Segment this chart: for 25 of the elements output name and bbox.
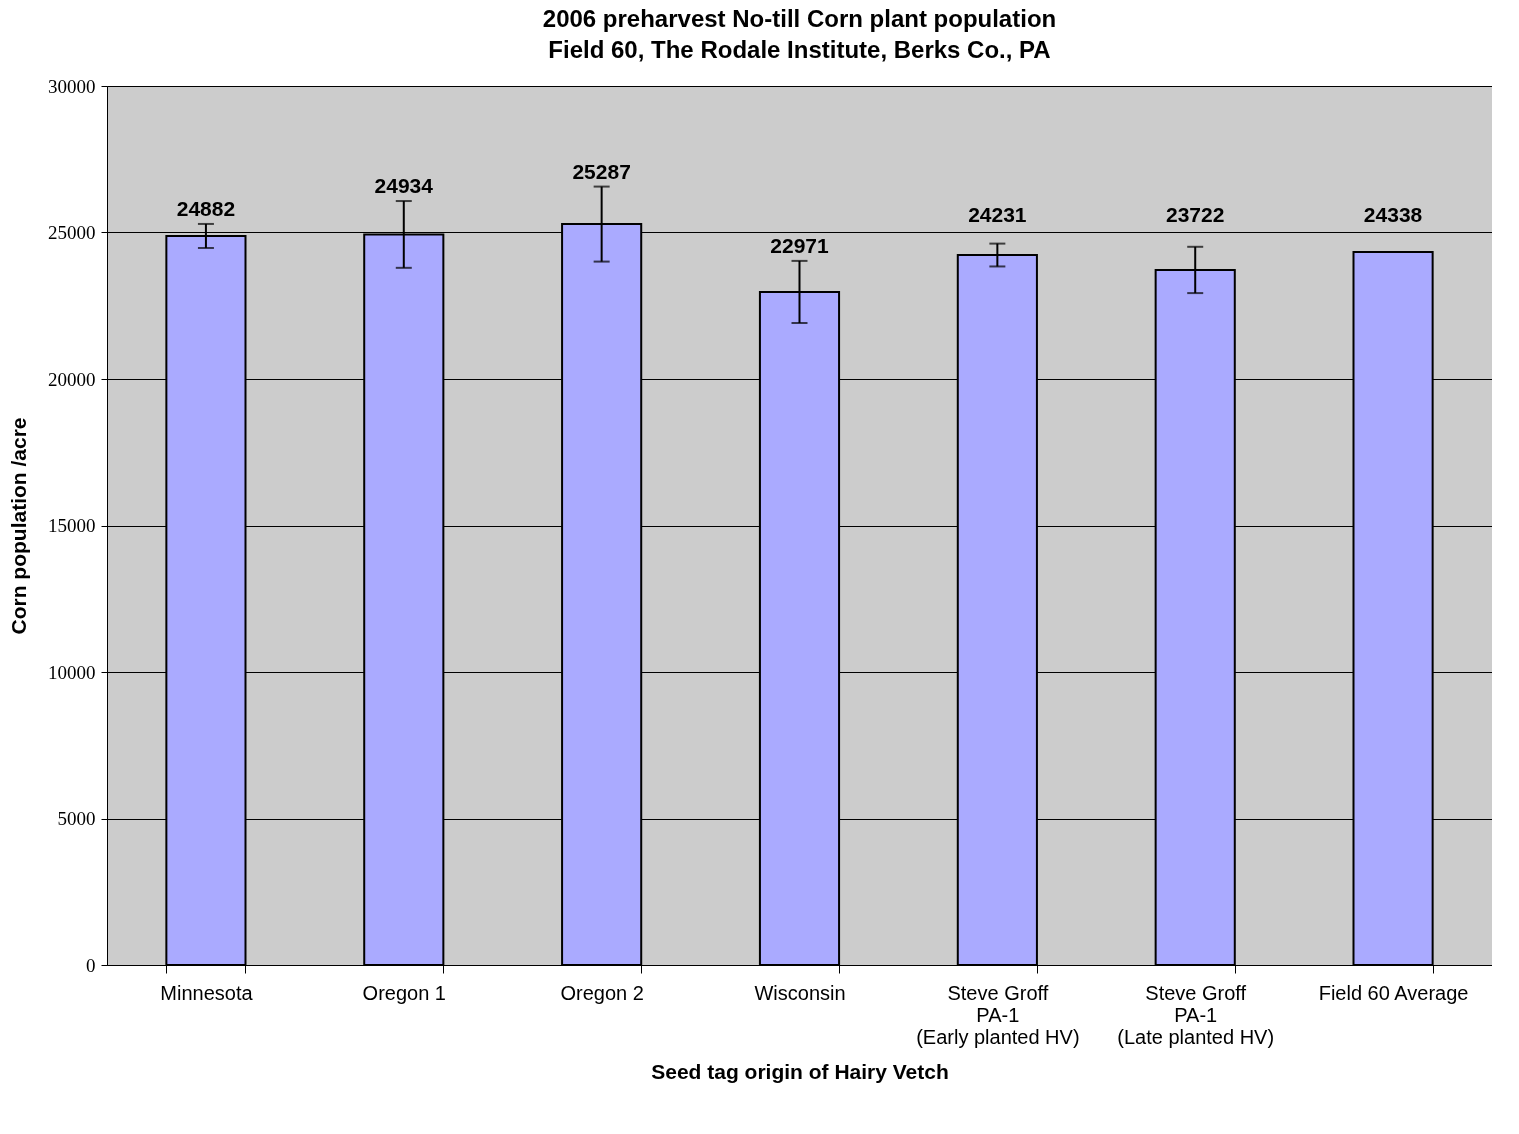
text: 2006 preharvest No-till Corn plant population xyxy=(542,5,1057,32)
data-label: 24338 xyxy=(1363,202,1423,226)
x-tick-label: Steve Groff PA-1 (Late planted HV) xyxy=(1117,981,1275,1048)
x-tick-label: Minnesota xyxy=(160,981,254,1004)
y-tick-label: 30000 xyxy=(48,75,96,97)
x-axis-title: Seed tag origin of Hairy Vetch xyxy=(651,1059,949,1083)
y-axis-title: Corn population /acre xyxy=(7,417,30,635)
data-label: 24934 xyxy=(374,174,434,198)
y-tick-label: 15000 xyxy=(48,515,96,536)
y-tick-label: 0 xyxy=(86,954,96,976)
x-tick-label: Oregon 2 xyxy=(560,981,644,1004)
y-tick-label: 5000 xyxy=(57,808,96,829)
x-tick-label: Wisconsin xyxy=(754,981,846,1004)
text: Field 60, The Rodale Institute, Berks Co., PA xyxy=(548,36,1051,63)
y-tick-label: 25000 xyxy=(48,222,96,243)
x-tick-label: Oregon 1 xyxy=(362,981,446,1004)
data-label: 25287 xyxy=(572,159,631,183)
data-label: 24231 xyxy=(968,202,1027,226)
data-label: 23722 xyxy=(1166,202,1225,226)
y-tick-label: 20000 xyxy=(48,368,96,390)
y-tick-label: 10000 xyxy=(48,661,96,683)
x-tick-label: Field 60 Average xyxy=(1318,981,1469,1004)
data-label: 24882 xyxy=(176,196,236,220)
x-tick-label: Steve Groff PA-1 (Early planted HV) xyxy=(916,981,1080,1048)
data-label: 22971 xyxy=(770,233,830,257)
